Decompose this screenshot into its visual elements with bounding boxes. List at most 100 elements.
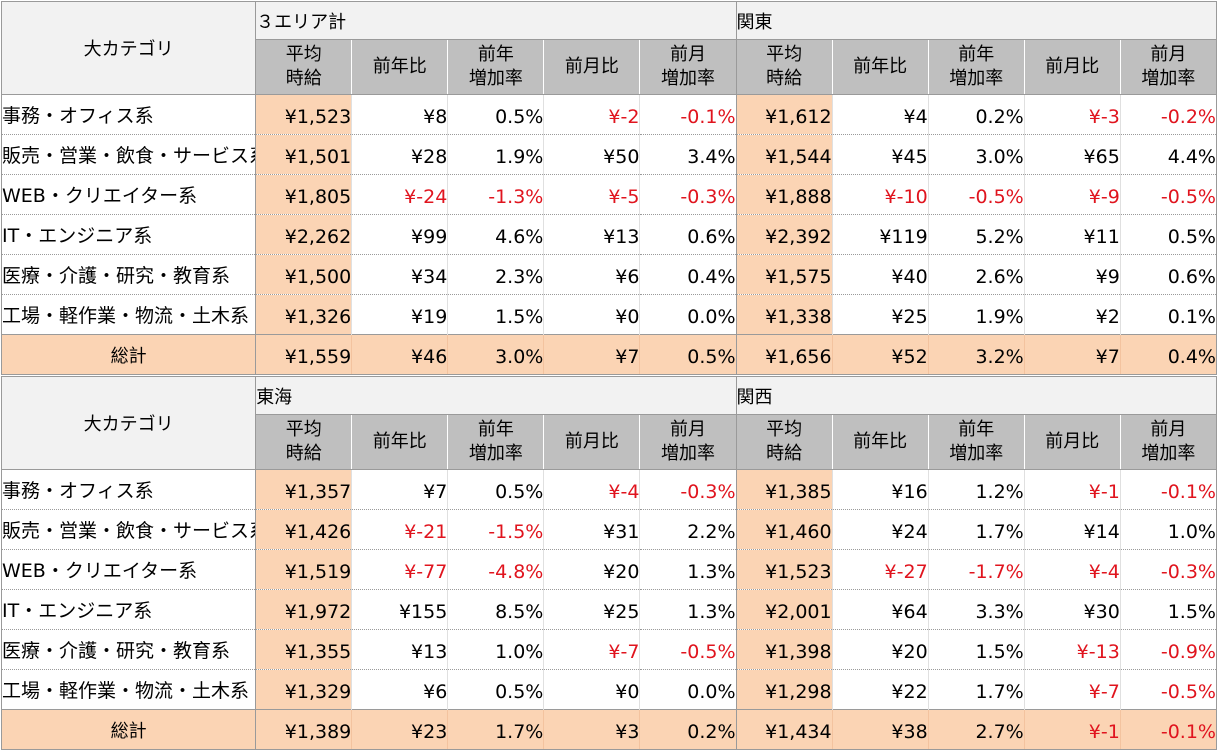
- total-label: 総計: [0, 709, 257, 750]
- mom-change-cell: ¥25: [543, 589, 640, 630]
- mom-change-cell: ¥6: [543, 254, 640, 295]
- yoy-rate-header: 前年 増加率: [927, 39, 1025, 95]
- yoy-rate-header: 前年 増加率: [927, 414, 1025, 470]
- mom-rate-cell: -0.5%: [639, 629, 737, 670]
- yoy-change-cell: ¥4: [831, 94, 929, 135]
- category-label: 医療・介護・研究・教育系: [0, 254, 257, 295]
- mom-change-cell: ¥-3: [1023, 94, 1121, 135]
- mom-change-cell: ¥50: [543, 134, 640, 175]
- mom-change-cell: ¥13: [543, 214, 640, 255]
- yoy-rate-cell: 2.6%: [927, 254, 1025, 295]
- area-header-row: 大カテゴリ ３エリア計 関東: [0, 1, 1218, 95]
- table-row: WEB・クリエイター系 ¥1,519 ¥-77 -4.8% ¥20 1.3% ¥1,523 ¥…: [0, 549, 1218, 590]
- yoy-change-cell: ¥99: [351, 214, 448, 255]
- yoy-change-cell: ¥-10: [831, 174, 929, 215]
- total-label: 総計: [0, 334, 257, 375]
- yoy-change-header: 前年比: [831, 414, 929, 470]
- average-wage-header: 平均 時給: [255, 414, 353, 470]
- yoy-rate-header: 前年 増加率: [447, 39, 545, 95]
- average-wage-cell: ¥1,575: [735, 254, 833, 295]
- yoy-change-cell: ¥119: [831, 214, 929, 255]
- average-wage-total: ¥1,656: [735, 334, 833, 375]
- category-header: 大カテゴリ: [0, 1, 257, 95]
- average-wage-header: 平均 時給: [735, 39, 833, 95]
- mom-rate-cell: -0.9%: [1119, 629, 1218, 670]
- mom-change-total: ¥7: [1023, 334, 1121, 375]
- yoy-rate-cell: 1.5%: [927, 629, 1025, 670]
- yoy-rate-cell: 1.9%: [927, 294, 1025, 335]
- yoy-change-cell: ¥-77: [351, 549, 448, 590]
- mom-change-header: 前月比: [543, 39, 641, 95]
- category-label: IT・エンジニア系: [0, 589, 257, 630]
- yoy-change-total: ¥23: [351, 709, 448, 750]
- table-row: 販売・営業・飲食・サービス系 ¥1,501 ¥28 1.9% ¥50 3.4% ¥1,544…: [0, 134, 1218, 175]
- table-row: 医療・介護・研究・教育系 ¥1,500 ¥34 2.3% ¥6 0.4% ¥1,575 ¥40…: [0, 254, 1218, 295]
- mom-change-total: ¥3: [543, 709, 640, 750]
- table-row: 工場・軽作業・物流・土木系 ¥1,329 ¥6 0.5% ¥0 0.0% ¥1,298 ¥22…: [0, 669, 1218, 710]
- mom-rate-cell: -0.3%: [639, 174, 737, 215]
- average-wage-cell: ¥1,501: [255, 134, 352, 175]
- mom-rate-total: 0.2%: [639, 709, 737, 750]
- yoy-rate-total: 3.2%: [927, 334, 1025, 375]
- category-label: IT・エンジニア系: [0, 214, 257, 255]
- category-header: 大カテゴリ: [0, 376, 257, 470]
- yoy-change-cell: ¥-27: [831, 549, 929, 590]
- average-wage-cell: ¥1,426: [255, 509, 352, 550]
- yoy-rate-cell: 1.2%: [927, 469, 1025, 510]
- yoy-change-cell: ¥28: [351, 134, 448, 175]
- average-wage-cell: ¥1,355: [255, 629, 352, 670]
- average-wage-cell: ¥1,972: [255, 589, 352, 630]
- yoy-rate-cell: 5.2%: [927, 214, 1025, 255]
- average-wage-cell: ¥1,357: [255, 469, 352, 510]
- mom-rate-cell: 1.5%: [1119, 589, 1218, 630]
- mom-rate-cell: -0.3%: [639, 469, 737, 510]
- yoy-rate-cell: -1.3%: [447, 174, 544, 215]
- yoy-change-cell: ¥40: [831, 254, 929, 295]
- mom-change-cell: ¥-5: [543, 174, 640, 215]
- yoy-rate-cell: -1.5%: [447, 509, 544, 550]
- yoy-rate-cell: 0.2%: [927, 94, 1025, 135]
- mom-rate-cell: 0.4%: [639, 254, 737, 295]
- yoy-change-cell: ¥-24: [351, 174, 448, 215]
- mom-change-header: 前月比: [1023, 414, 1121, 470]
- mom-rate-cell: 0.6%: [1119, 254, 1218, 295]
- mom-rate-cell: 2.2%: [639, 509, 737, 550]
- yoy-rate-cell: 0.5%: [447, 469, 544, 510]
- average-wage-cell: ¥1,398: [735, 629, 833, 670]
- average-wage-total: ¥1,434: [735, 709, 833, 750]
- yoy-rate-cell: 0.5%: [447, 94, 544, 135]
- category-label: WEB・クリエイター系: [0, 174, 257, 215]
- average-wage-header: 平均 時給: [735, 414, 833, 470]
- mom-change-cell: ¥-9: [1023, 174, 1121, 215]
- yoy-change-cell: ¥16: [831, 469, 929, 510]
- yoy-rate-cell: -4.8%: [447, 549, 544, 590]
- yoy-rate-cell: 1.7%: [927, 669, 1025, 710]
- average-wage-cell: ¥1,805: [255, 174, 352, 215]
- average-wage-cell: ¥1,329: [255, 669, 352, 710]
- yoy-change-cell: ¥8: [351, 94, 448, 135]
- yoy-change-cell: ¥64: [831, 589, 929, 630]
- mom-change-cell: ¥65: [1023, 134, 1121, 175]
- total-row: 総計 ¥1,389 ¥23 1.7% ¥3 0.2% ¥1,434 ¥38 2.7% ¥-1 -0.…: [0, 709, 1218, 750]
- mom-rate-cell: 1.3%: [639, 589, 737, 630]
- table-row: WEB・クリエイター系 ¥1,805 ¥-24 -1.3% ¥-5 -0.3% ¥1,888…: [0, 174, 1218, 215]
- yoy-change-cell: ¥34: [351, 254, 448, 295]
- yoy-rate-cell: 2.3%: [447, 254, 544, 295]
- table-row: 事務・オフィス系 ¥1,357 ¥7 0.5% ¥-4 -0.3% ¥1,385 ¥16 1.2…: [0, 469, 1218, 510]
- mom-change-header: 前月比: [1023, 39, 1121, 95]
- yoy-change-header: 前年比: [351, 39, 449, 95]
- table-row: 販売・営業・飲食・サービス系 ¥1,426 ¥-21 -1.5% ¥31 2.2% ¥1,4…: [0, 509, 1218, 550]
- mom-rate-cell: -0.1%: [1119, 469, 1218, 510]
- mom-rate-header: 前月 増加率: [1119, 39, 1218, 95]
- yoy-change-total: ¥52: [831, 334, 929, 375]
- mom-rate-header: 前月 増加率: [639, 414, 737, 470]
- average-wage-cell: ¥1,544: [735, 134, 833, 175]
- average-wage-cell: ¥2,392: [735, 214, 833, 255]
- yoy-change-cell: ¥19: [351, 294, 448, 335]
- yoy-change-total: ¥46: [351, 334, 448, 375]
- average-wage-total: ¥1,559: [255, 334, 352, 375]
- mom-rate-cell: 0.5%: [1119, 214, 1218, 255]
- category-label: 事務・オフィス系: [0, 94, 257, 135]
- yoy-change-cell: ¥22: [831, 669, 929, 710]
- mom-rate-header: 前月 増加率: [639, 39, 737, 95]
